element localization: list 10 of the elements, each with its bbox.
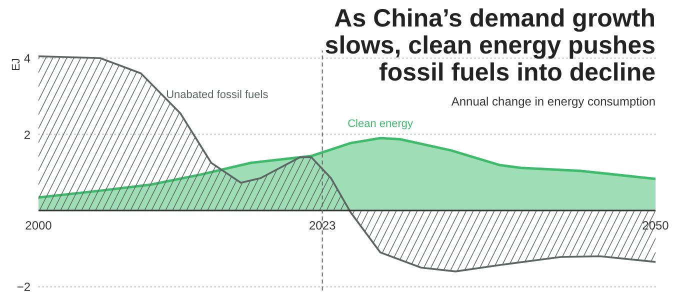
y-tick-label: 2 [24,128,31,142]
series-label: Unabated fossil fuels [166,88,269,101]
chart-title: As China’s demand growth slows, clean energy pushes fossil fuels into decline [324,4,656,86]
x-tick-label: 2000 [25,218,52,232]
y-tick-label: 4 [24,52,31,66]
y-axis-title: EJ [10,58,22,71]
x-tick-label: 2023 [308,218,336,232]
series-label: Clean energy [348,118,414,130]
text: Annual change in energy consumption [451,94,656,108]
y-tick-label: −2 [16,280,31,294]
